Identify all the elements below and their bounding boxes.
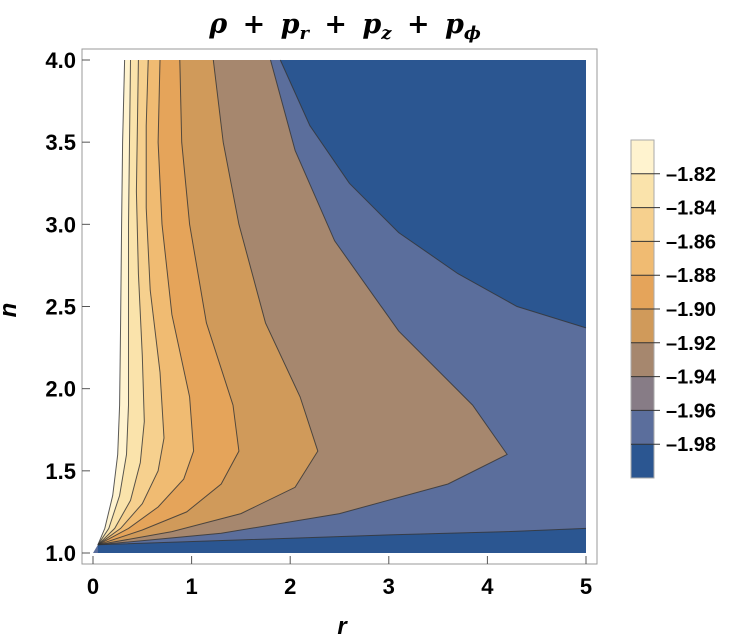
title-sub-z: z — [380, 23, 392, 44]
contour-band-3 — [97, 60, 194, 545]
contour-line-1 — [97, 59, 131, 546]
color-legend: –1.82 –1.84 –1.86 –1.88 –1.90 –1.92 –1.94 –1.96… — [630, 139, 717, 479]
contour-line-4 — [97, 59, 195, 546]
x-tick-label: 2 — [284, 574, 296, 599]
contour-band-6 — [97, 60, 508, 545]
title-plus-2: + — [324, 9, 347, 40]
contour-band-2 — [97, 60, 164, 545]
title-p-1: p — [281, 9, 300, 40]
x-tick-label: 1 — [185, 574, 197, 599]
legend-swatch — [631, 140, 654, 175]
title-plus-1: + — [243, 9, 266, 40]
legend-label: –1.94 — [666, 367, 717, 389]
y-axis-ticks: 1.0 1.5 2.0 2.5 3.0 3.5 4.0 — [45, 48, 90, 566]
legend-label: –1.98 — [666, 434, 716, 456]
x-tick-label: 5 — [580, 574, 592, 599]
y-tick-label: 2.5 — [45, 295, 76, 320]
contour-line-3 — [97, 59, 165, 546]
legend-label: –1.96 — [666, 400, 716, 422]
legend-swatch — [631, 342, 654, 378]
y-tick-label: 3.0 — [45, 212, 76, 237]
legend-label: –1.92 — [666, 333, 716, 355]
contour-line-6 — [97, 59, 319, 546]
contour-band-top-right — [280, 60, 586, 328]
title-p-3: p — [445, 9, 464, 40]
legend-swatch — [631, 207, 654, 242]
legend-swatch — [631, 410, 654, 445]
legend-label: –1.82 — [666, 164, 716, 186]
title-rho: ρ — [208, 9, 228, 40]
x-axis-ticks: 0 1 2 3 4 5 — [87, 556, 592, 599]
band-outside — [93, 60, 125, 553]
y-tick-label: 1.0 — [45, 541, 76, 566]
x-tick-label: 0 — [87, 574, 99, 599]
legend-swatch — [631, 173, 654, 209]
legend-swatch — [631, 275, 654, 310]
y-tick-label: 4.0 — [45, 48, 76, 73]
y-tick-label: 2.0 — [45, 377, 76, 402]
contour-line-9 — [279, 59, 587, 329]
legend-label: –1.84 — [666, 198, 717, 220]
y-tick-label: 3.5 — [45, 130, 76, 155]
legend-label: –1.88 — [666, 265, 716, 287]
legend-swatch — [631, 376, 654, 411]
contour-region — [93, 60, 587, 553]
contour-lines — [97, 59, 587, 546]
y-tick-label: 1.5 — [45, 459, 76, 484]
contour-line-7 — [97, 59, 508, 546]
contour-line-5 — [97, 59, 240, 546]
x-tick-label: 3 — [383, 574, 395, 599]
legend-swatch — [631, 309, 654, 344]
chart-title: ρ + pr + pz + pϕ — [208, 9, 481, 46]
title-plus-3: + — [407, 9, 430, 40]
contour-band-5 — [97, 60, 318, 545]
x-axis-label: r — [337, 613, 348, 640]
contour-band-1 — [97, 60, 145, 545]
contour-line-2 — [97, 59, 145, 546]
title-p-2: p — [362, 9, 381, 40]
contour-line-0 — [97, 59, 126, 545]
contour-band-bottom — [97, 528, 587, 553]
legend-label: –1.86 — [666, 231, 716, 253]
legend-swatch — [631, 444, 654, 479]
title-sub-phi: ϕ — [464, 23, 481, 44]
y-axis-label: n — [0, 303, 22, 318]
title-sub-r: r — [299, 23, 310, 44]
contour-band-4 — [97, 60, 239, 545]
legend-label: –1.90 — [666, 299, 716, 321]
legend-swatch — [631, 241, 654, 276]
contour-line-8 — [97, 527, 587, 546]
x-tick-label: 4 — [481, 574, 494, 599]
